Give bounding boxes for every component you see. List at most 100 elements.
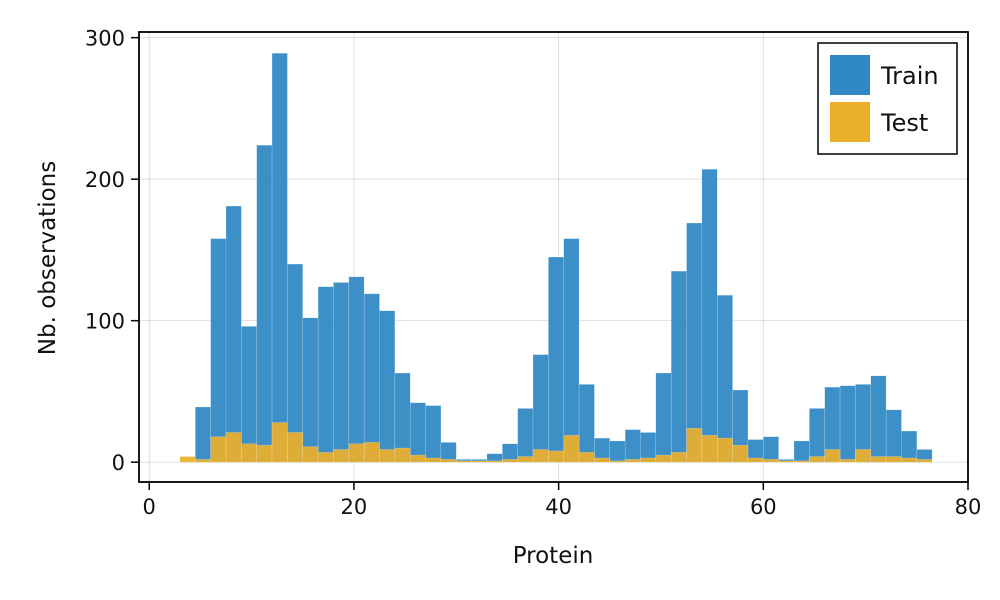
bar-train [763, 436, 779, 463]
bar-test [870, 456, 887, 463]
x-tick-label: 0 [143, 495, 156, 519]
y-tick-label: 300 [85, 27, 125, 51]
series-test [179, 422, 933, 463]
bar-test [195, 459, 211, 463]
bar-train [809, 408, 825, 463]
bar-test [241, 443, 257, 463]
bar-test [548, 450, 564, 463]
bar-train [425, 405, 442, 463]
bar-test [594, 457, 611, 463]
bar-train [686, 222, 703, 463]
bar-train [348, 276, 365, 463]
x-tick-label: 80 [955, 495, 982, 519]
bar-test [532, 449, 549, 463]
bar-test [302, 446, 319, 463]
legend-swatch-test [830, 102, 870, 142]
bar-test [701, 435, 718, 463]
bar-train [317, 286, 334, 463]
bar-train [563, 238, 580, 463]
bar-test [655, 454, 672, 463]
y-tick-label: 100 [85, 310, 125, 334]
bar-test [717, 437, 733, 463]
bar-test [624, 459, 641, 463]
bar-train [870, 375, 887, 463]
legend-swatch-train [830, 55, 870, 95]
bar-train [256, 144, 273, 463]
bar-test [271, 422, 288, 463]
plot-frame [138, 31, 969, 483]
bar-test [916, 459, 933, 463]
bar-test [379, 449, 396, 463]
histogram-bars [179, 52, 933, 463]
x-tick-label: 60 [750, 495, 777, 519]
bar-test [179, 456, 196, 463]
bar-train [701, 169, 718, 463]
axis-ticks: 0 20 40 60 80 0 100 200 300 [85, 27, 981, 519]
bar-test [901, 457, 918, 463]
bar-test [486, 460, 503, 463]
legend: Train Test [817, 42, 958, 155]
bar-test [732, 444, 749, 463]
bar-test [763, 459, 779, 463]
bar-test [609, 460, 626, 463]
bar-train [379, 310, 396, 463]
legend-label-train: Train [880, 62, 939, 90]
legend-label-test: Test [880, 109, 928, 137]
bar-test [839, 459, 856, 463]
x-tick-label: 20 [341, 495, 368, 519]
bar-test [333, 449, 350, 463]
bar-train [885, 409, 902, 463]
bar-test [348, 443, 365, 463]
bar-test [471, 460, 488, 463]
y-tick-label: 0 [112, 451, 125, 475]
bar-test [425, 457, 442, 463]
bar-train [409, 402, 426, 463]
bar-train [241, 326, 257, 463]
bar-test [517, 456, 534, 463]
bar-test [394, 447, 411, 463]
bar-train [839, 385, 856, 463]
bar-test [440, 459, 457, 463]
bar-train [210, 238, 227, 463]
bar-test [287, 432, 304, 463]
bar-train [302, 317, 319, 463]
y-tick-label: 200 [85, 168, 125, 192]
bar-test [793, 460, 810, 463]
bar-train [363, 293, 380, 463]
bar-train [271, 52, 288, 463]
bar-train [578, 384, 595, 463]
y-axis-label: Nb. observations [35, 161, 61, 355]
bar-test [809, 456, 825, 463]
bar-test [317, 452, 334, 463]
bar-train [333, 282, 350, 463]
bar-test [885, 456, 902, 463]
bar-test [502, 459, 518, 463]
bar-train [225, 205, 242, 463]
bar-test [563, 435, 580, 463]
bar-train [717, 294, 733, 463]
bar-test [778, 460, 795, 463]
bar-train [548, 256, 564, 463]
bar-test [363, 442, 380, 463]
x-tick-label: 40 [545, 495, 572, 519]
bar-test [855, 449, 872, 463]
x-axis-label: Protein [513, 543, 594, 569]
bar-train [532, 354, 549, 463]
bar-train [670, 270, 687, 463]
bar-test [409, 454, 426, 463]
bar-train [624, 429, 641, 463]
bar-test [456, 460, 472, 463]
bar-train [793, 440, 810, 463]
bar-train [609, 440, 626, 463]
bar-test [670, 452, 687, 463]
bar-test [256, 444, 273, 463]
bar-test [824, 449, 841, 463]
bar-train [195, 406, 211, 463]
bar-test [686, 427, 703, 463]
bar-test [210, 436, 227, 463]
bar-test [225, 432, 242, 463]
bar-train [517, 408, 534, 463]
bar-test [578, 452, 595, 463]
bar-train [901, 430, 918, 463]
